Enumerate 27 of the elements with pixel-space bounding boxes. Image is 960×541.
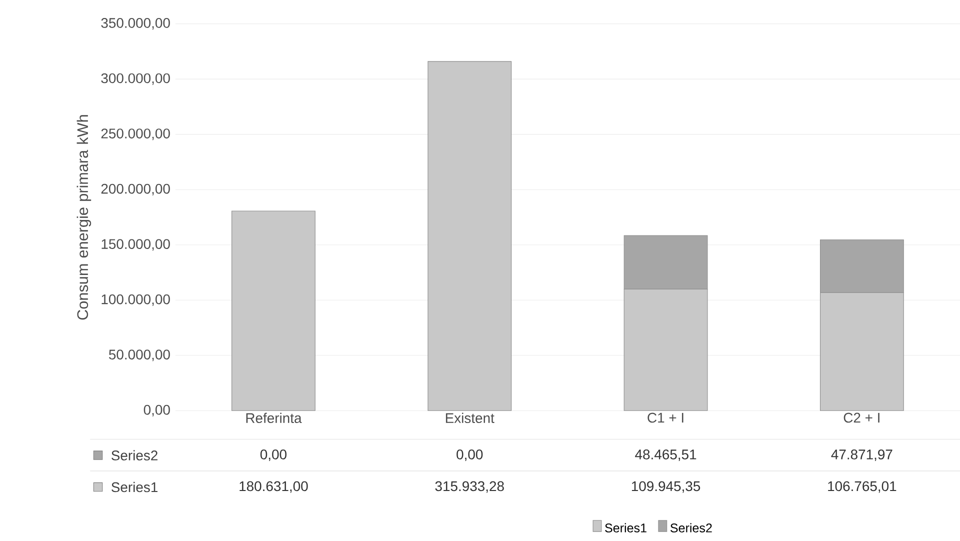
data-label: 180.631,00 — [240, 481, 308, 494]
y-tick-label: 200.000,00 — [101, 184, 170, 196]
data-label: 0,00 — [260, 450, 286, 462]
data-label: 47.871,97 — [831, 450, 892, 462]
text: Series2 — [112, 450, 158, 461]
data-label: 0,00 — [456, 450, 483, 462]
y-tick-label: 300.000,00 — [101, 74, 170, 86]
y-axis-title: Consum energie primara kWh — [76, 115, 92, 320]
data-label: 109.945,35 — [632, 481, 700, 494]
bar — [428, 61, 512, 412]
bar — [232, 210, 316, 412]
x-tick-label: C1 + I — [648, 413, 684, 423]
y-tick-label: 100.000,00 — [102, 294, 170, 306]
data-label: 106.765,01 — [828, 481, 896, 494]
x-tick-label: Referinta — [246, 412, 302, 424]
x-tick-label: Existent — [446, 412, 494, 424]
data-label: 315.933,28 — [435, 481, 504, 494]
x-tick-label: C2 + I — [844, 413, 880, 423]
y-tick-label: 150.000,00 — [102, 239, 170, 251]
y-tick-label: 250.000,00 — [101, 128, 170, 140]
legend-label: Series1 — [112, 482, 158, 492]
text: Series1 — [605, 523, 646, 533]
legend-label: Series2 — [670, 523, 712, 533]
y-tick-label: 0,00 — [144, 405, 170, 417]
data-label: 48.465,51 — [635, 450, 696, 462]
y-tick-label: 50.000,00 — [108, 350, 170, 362]
y-tick-label: 350.000,00 — [101, 18, 170, 30]
